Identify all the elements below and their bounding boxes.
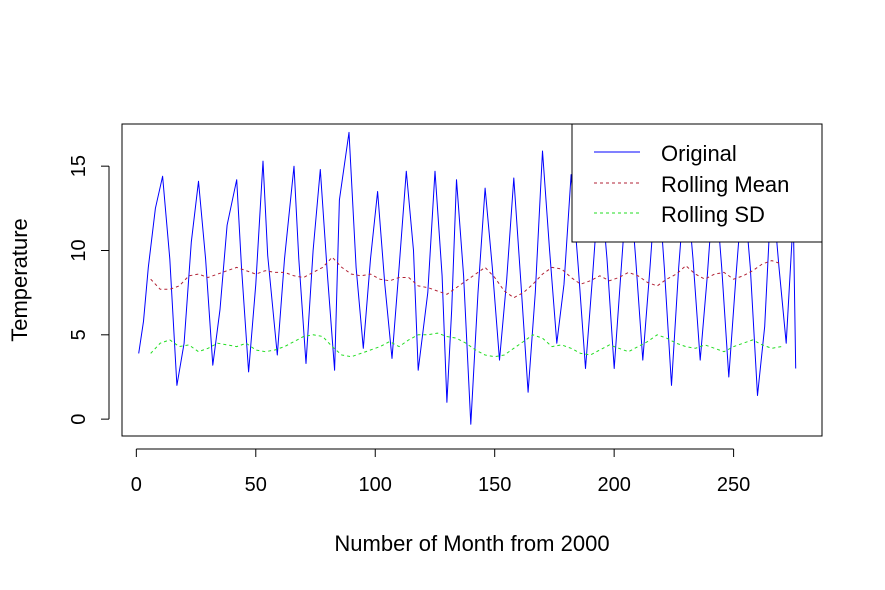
x-tick-label: 50 bbox=[245, 474, 267, 496]
series-line-rolling-mean bbox=[150, 256, 782, 299]
y-tick-label: 15 bbox=[68, 155, 90, 177]
x-tick-label: 0 bbox=[131, 474, 142, 496]
y-axis-title: Temperature bbox=[7, 218, 32, 342]
legend-label-rolling-sd: Rolling SD bbox=[661, 202, 765, 227]
legend: Original Rolling Mean Rolling SD bbox=[571, 123, 823, 243]
plot-frame bbox=[121, 123, 823, 437]
x-tick-label: 200 bbox=[597, 474, 630, 496]
legend-label-rolling-mean: Rolling Mean bbox=[661, 172, 789, 197]
y-tick-label: 5 bbox=[68, 329, 90, 340]
x-axis: 0 50 100 150 200 250 bbox=[131, 448, 750, 496]
x-tick-label: 250 bbox=[717, 474, 750, 496]
legend-label-original: Original bbox=[661, 141, 737, 166]
series-line-rolling-sd bbox=[150, 332, 782, 358]
y-tick-label: 0 bbox=[68, 414, 90, 425]
x-tick-label: 100 bbox=[359, 474, 392, 496]
y-axis: 0 5 10 15 bbox=[68, 155, 110, 425]
y-tick-label: 10 bbox=[68, 239, 90, 261]
x-axis-title: Number of Month from 2000 bbox=[334, 531, 609, 556]
x-tick-label: 150 bbox=[478, 474, 511, 496]
